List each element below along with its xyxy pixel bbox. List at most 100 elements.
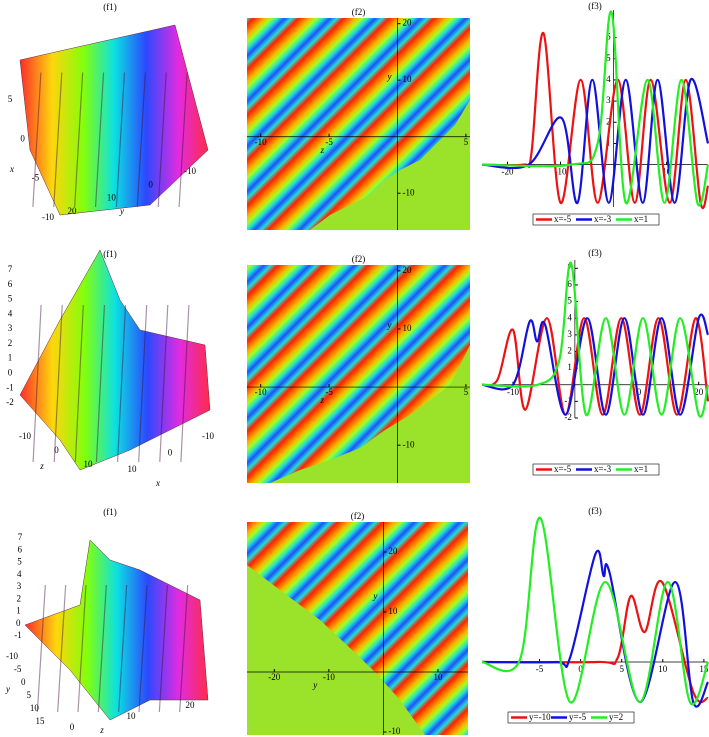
series-line	[481, 313, 709, 416]
legend-label: x=-5	[554, 214, 572, 224]
axis-label: x	[155, 478, 160, 488]
surface-ridge	[178, 72, 188, 208]
axis-label: x	[9, 164, 14, 174]
axis-tick-label: 10	[107, 193, 117, 203]
axis-tick-label: 5	[8, 94, 13, 104]
axis-label: z	[99, 725, 104, 735]
surface	[24, 539, 209, 721]
surface-ridge	[158, 584, 168, 713]
axis-tick-label: 0	[8, 368, 13, 378]
y-tick-label: 6	[567, 279, 572, 289]
y-tick-label: -10	[388, 726, 400, 736]
x-axis-label: y	[312, 680, 317, 690]
y-tick-label: 10	[402, 323, 412, 333]
surface-ridge	[95, 304, 106, 463]
y-axis-label: y	[386, 320, 391, 330]
surface-ridge	[116, 304, 127, 463]
panel-title: (f2)	[351, 511, 365, 521]
panel-title: (f2)	[352, 254, 366, 264]
axis-tick-label: 10	[30, 703, 40, 713]
legend-label: y=-10	[529, 712, 551, 722]
legend-label: y=-5	[569, 712, 587, 722]
panel-title: (f3)	[588, 506, 602, 516]
axis-tick-label: 1	[16, 606, 21, 616]
x-tick-label: -20	[268, 672, 280, 682]
axis-label: z	[39, 461, 44, 471]
axis-tick-label: 4	[17, 569, 22, 579]
axis-tick-label: 6	[18, 544, 23, 554]
series-line	[481, 516, 709, 706]
x-tick-label: -5	[325, 387, 333, 397]
axis-tick-label: -5	[14, 664, 22, 674]
series-line	[481, 549, 709, 708]
panel-title: (f1)	[103, 507, 117, 517]
surface-ridge	[179, 584, 189, 713]
surface	[19, 24, 209, 216]
axis-tick-label: 4	[8, 308, 13, 318]
y-tick-label: 4	[567, 312, 572, 322]
axis-tick-label: 5	[17, 557, 22, 567]
axis-tick-label: 20	[68, 206, 78, 216]
surface-ridge	[53, 304, 63, 463]
x-tick-label: -10	[255, 137, 267, 147]
x-tick-label: -10	[555, 167, 567, 177]
x-tick-label: -5	[536, 664, 544, 674]
series-line	[481, 261, 709, 418]
y-tick-label: -10	[402, 187, 414, 197]
surface	[19, 249, 211, 471]
axis-tick-label: 0	[20, 133, 25, 143]
surface-ridge	[138, 584, 148, 713]
axis-tick-label: -10	[19, 431, 31, 441]
y-tick-label: 10	[402, 74, 412, 84]
axis-tick-label: 0	[16, 618, 21, 628]
axis-tick-label: 3	[8, 323, 13, 333]
legend-box	[507, 711, 635, 724]
y-tick-label: 2	[567, 346, 572, 356]
axis-tick-label: 5	[27, 690, 32, 700]
axis-tick-label: 15	[36, 716, 46, 726]
surface-ridge	[32, 72, 42, 208]
axis-tick-label: 7	[8, 264, 13, 274]
axis-label: y	[5, 684, 10, 694]
x-tick-label: 5	[619, 664, 624, 674]
y-tick-label: -1	[564, 395, 572, 405]
density-region	[310, 100, 470, 230]
surface-ridge	[32, 304, 42, 463]
axis-tick-label: 5	[8, 294, 13, 304]
y-axis-label: y	[372, 591, 377, 601]
series-line	[481, 32, 709, 210]
axis-tick-label: 6	[8, 279, 13, 289]
surface-ridge	[77, 584, 87, 713]
x-tick-label: 5	[464, 137, 469, 147]
axis-tick-label: 3	[17, 581, 22, 591]
legend-label: x=1	[634, 214, 648, 224]
axis-tick-label: 1	[8, 353, 13, 363]
y-tick-label: 2	[606, 116, 611, 126]
y-tick-label: 3	[567, 329, 572, 339]
y-tick-label: 5	[567, 296, 572, 306]
surface-ridge	[180, 304, 190, 463]
legend-label: x=1	[634, 464, 648, 474]
axis-tick-label: 7	[18, 532, 23, 542]
surface-ridge	[118, 584, 128, 713]
surface-ridge	[159, 304, 169, 463]
axis-tick-label: -1	[6, 382, 14, 392]
x-axis-label: z	[319, 395, 324, 405]
axis-tick-label: 10	[127, 711, 137, 721]
x-tick-label: -5	[325, 137, 333, 147]
surface-ridge	[57, 584, 67, 713]
surface-ridge	[97, 584, 107, 713]
legend-box	[532, 463, 660, 476]
y-tick-label: 4	[606, 74, 611, 84]
x-tick-label: 15	[699, 664, 709, 674]
legend-label: x=-3	[594, 464, 612, 474]
x-tick-label: -10	[255, 387, 267, 397]
series-line	[481, 317, 709, 416]
surface-ridge	[138, 304, 148, 463]
series-line	[481, 77, 709, 204]
surface-ridge	[53, 72, 63, 208]
axis-tick-label: 0	[168, 448, 173, 458]
x-tick-label: 5	[464, 387, 469, 397]
legend-label: x=-3	[594, 214, 612, 224]
surface-ridge	[136, 72, 146, 208]
